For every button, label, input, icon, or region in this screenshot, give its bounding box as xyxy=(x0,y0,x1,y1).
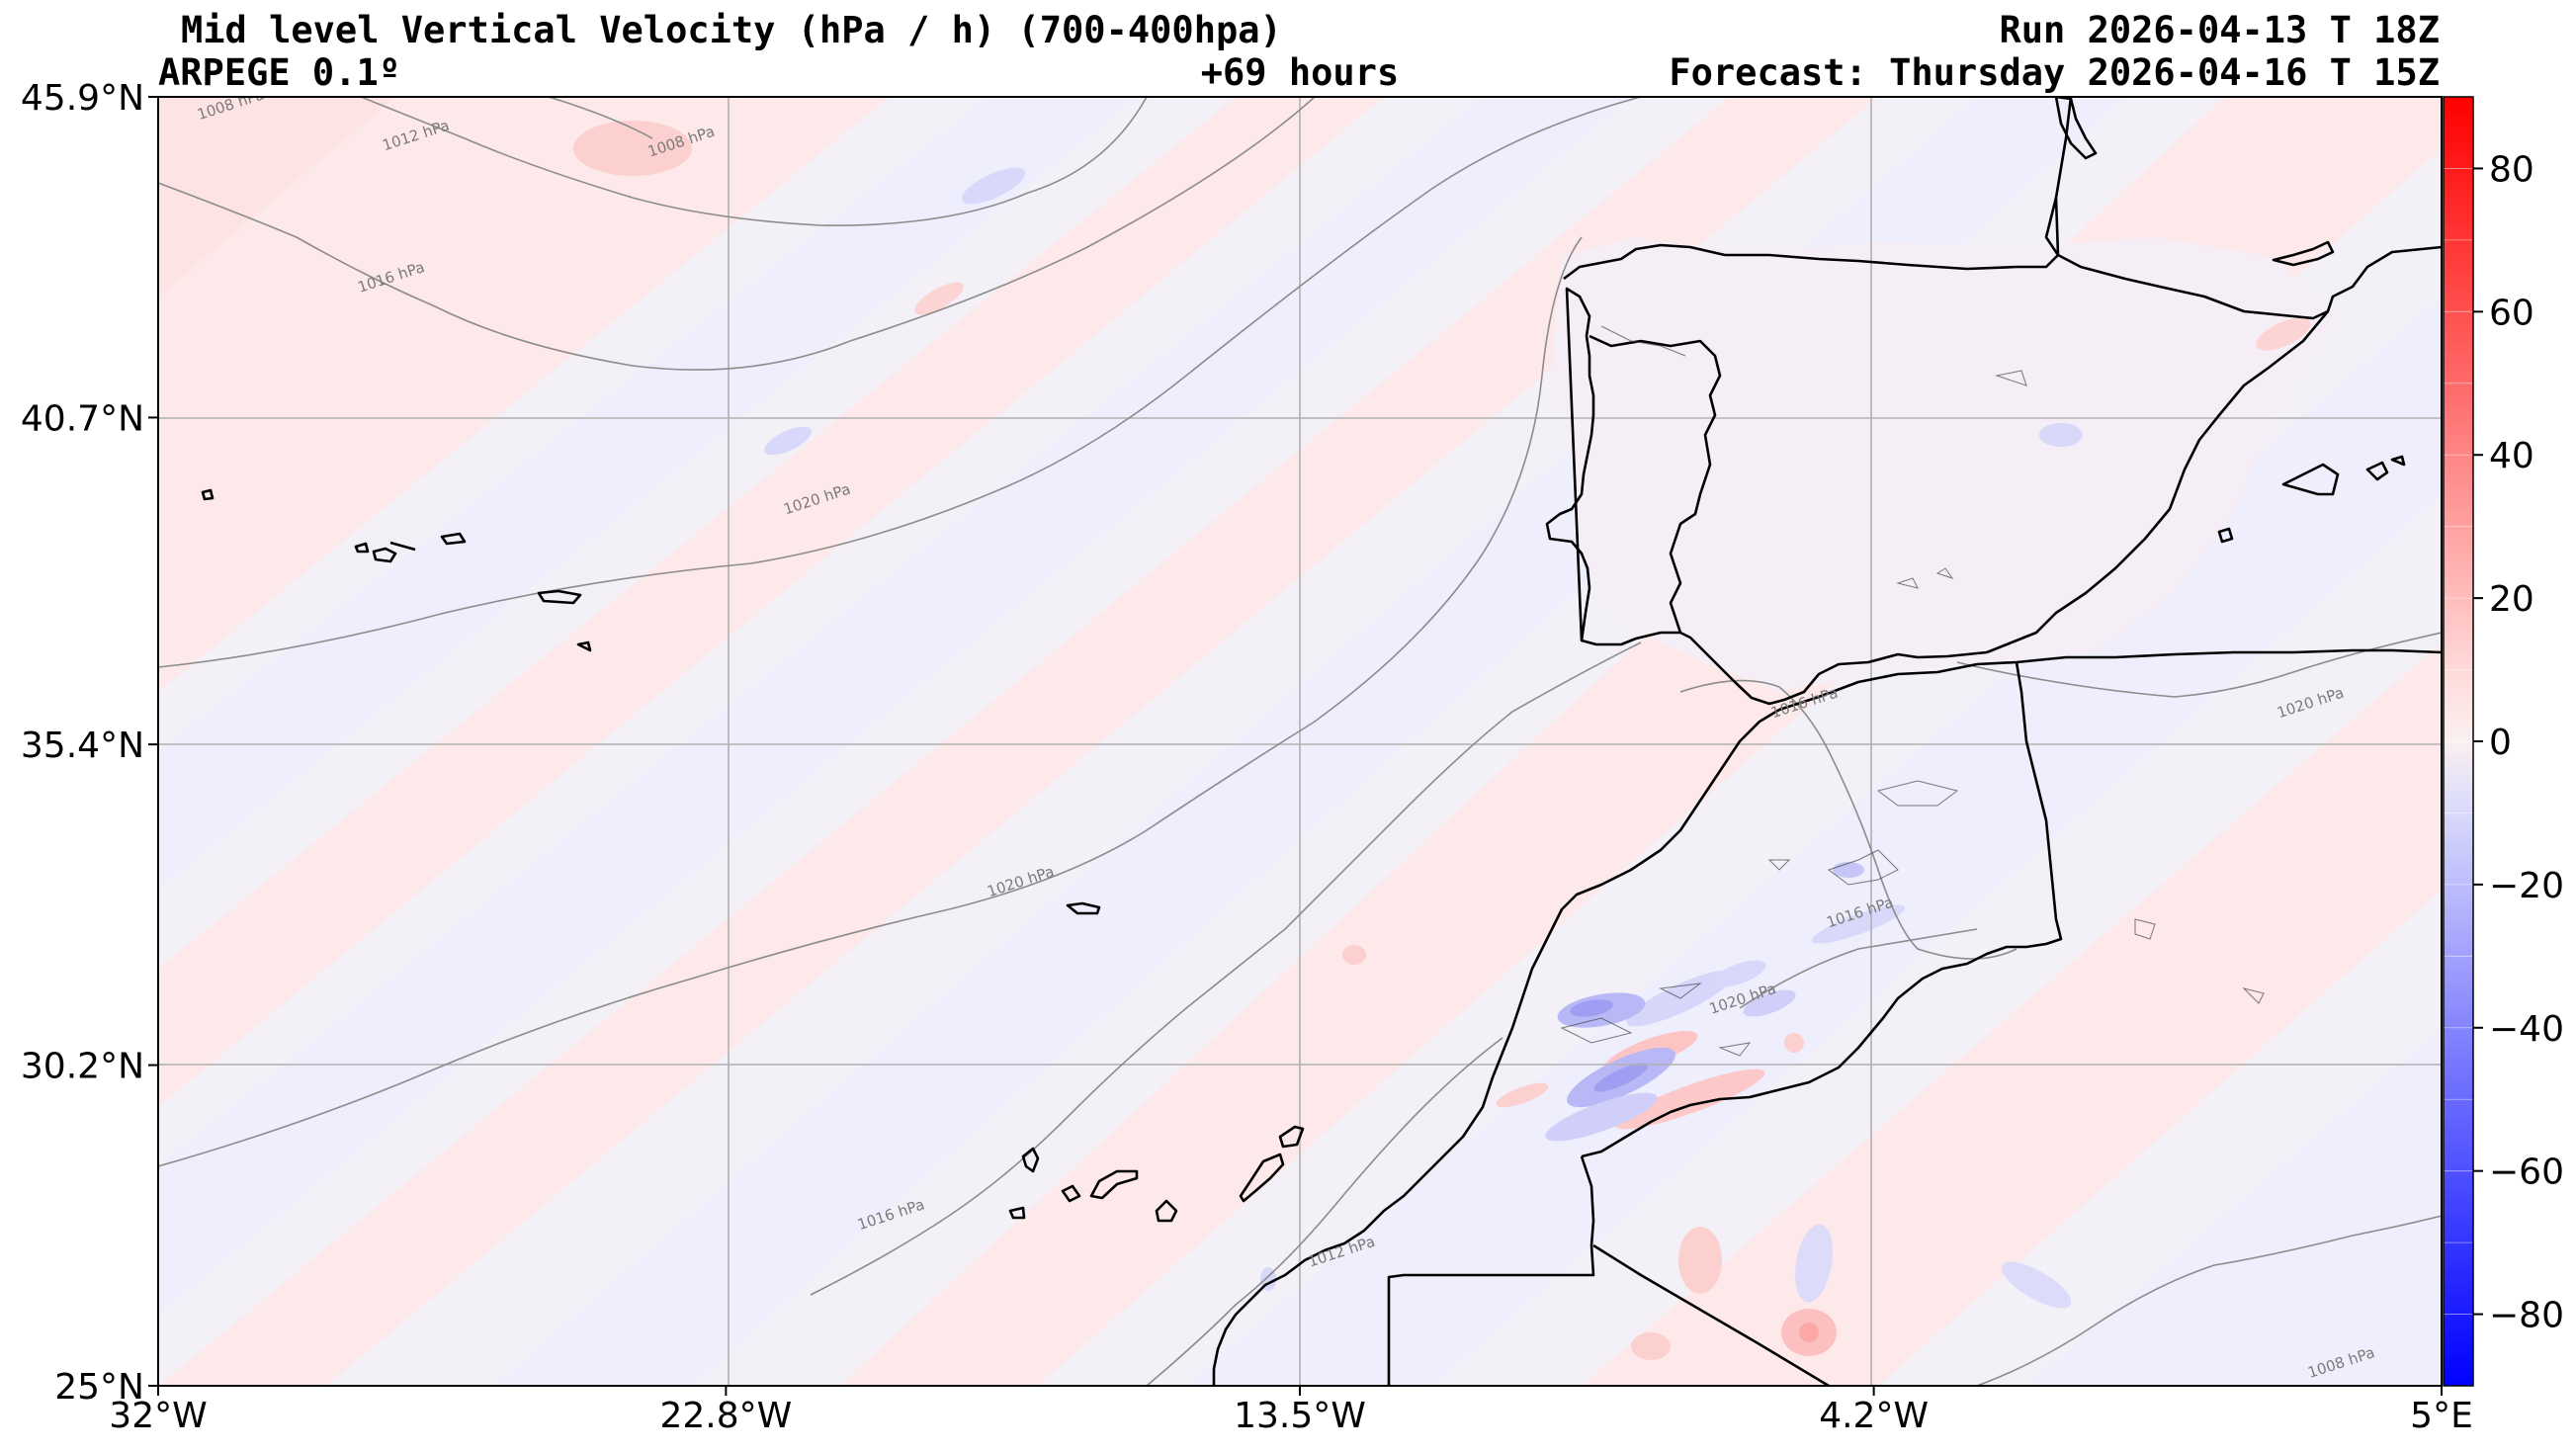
velocity-cells xyxy=(573,121,2311,1360)
colorbar-tick-label: −40 xyxy=(2489,1009,2564,1050)
model-label: ARPEGE 0.1º xyxy=(158,51,400,94)
chart-title: Mid level Vertical Velocity (hPa / h) (7… xyxy=(181,9,1282,51)
lead-time-label: +69 hours xyxy=(1201,51,1399,94)
lon-tick-label: 4.2°W xyxy=(1819,1396,1929,1436)
lat-tick-label: 25°N xyxy=(54,1367,144,1408)
lon-tick-label: 5°E xyxy=(2410,1396,2473,1436)
isobars xyxy=(158,97,2442,1386)
velocity-bands xyxy=(158,97,2442,1386)
relief-contours xyxy=(1560,325,2265,1057)
colorbar-tick-label: −20 xyxy=(2489,866,2564,906)
lat-tick-label: 35.4°N xyxy=(21,726,144,766)
colorbar-tick-label: 0 xyxy=(2489,723,2512,763)
longitude-axis: 32°W 22.8°W 13.5°W 4.2°W 5°E xyxy=(109,1386,2473,1436)
colorbar-tick-label: −60 xyxy=(2489,1153,2564,1193)
lat-tick-label: 40.7°N xyxy=(21,398,144,439)
latitude-axis: 45.9°N 40.7°N 35.4°N 30.2°N 25°N xyxy=(21,78,158,1408)
colorbar-tick-label: −80 xyxy=(2489,1296,2564,1336)
lon-tick-label: 22.8°W xyxy=(659,1396,792,1436)
lon-tick-label: 13.5°W xyxy=(1234,1396,1366,1436)
colorbar-tick-label: 20 xyxy=(2489,579,2534,620)
colorbar-ticks: 80 60 40 20 0 −20 −40 −60 −80 xyxy=(2473,149,2564,1336)
lat-tick-label: 45.9°N xyxy=(21,78,144,119)
coastlines xyxy=(201,97,2442,1386)
graticule xyxy=(158,97,2442,1386)
colorbar-tick-label: 60 xyxy=(2489,293,2534,333)
colorbar-tick-label: 40 xyxy=(2489,436,2534,476)
lon-tick-label: 32°W xyxy=(109,1396,207,1436)
forecast-label: Forecast: Thursday 2026-04-16 T 15Z xyxy=(1669,51,2440,94)
colorbar-tick-label: 80 xyxy=(2489,149,2534,190)
run-label: Run 2026-04-13 T 18Z xyxy=(1999,9,2440,51)
lat-tick-label: 30.2°N xyxy=(21,1047,144,1087)
colorbar: 80 60 40 20 0 −20 −40 −60 −80 xyxy=(2443,96,2564,1387)
colorbar-band-lines xyxy=(2444,168,2473,1315)
